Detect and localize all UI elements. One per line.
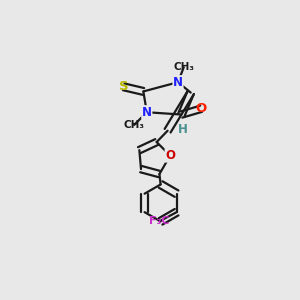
Text: N: N bbox=[173, 76, 183, 89]
Text: F₃C: F₃C bbox=[149, 216, 169, 226]
Text: S: S bbox=[119, 80, 128, 93]
Text: H: H bbox=[178, 123, 188, 136]
Text: CH₃: CH₃ bbox=[173, 62, 194, 72]
Text: O: O bbox=[165, 149, 175, 162]
Text: CH₃: CH₃ bbox=[124, 120, 145, 130]
Text: N: N bbox=[142, 106, 152, 119]
Text: O: O bbox=[196, 102, 207, 115]
